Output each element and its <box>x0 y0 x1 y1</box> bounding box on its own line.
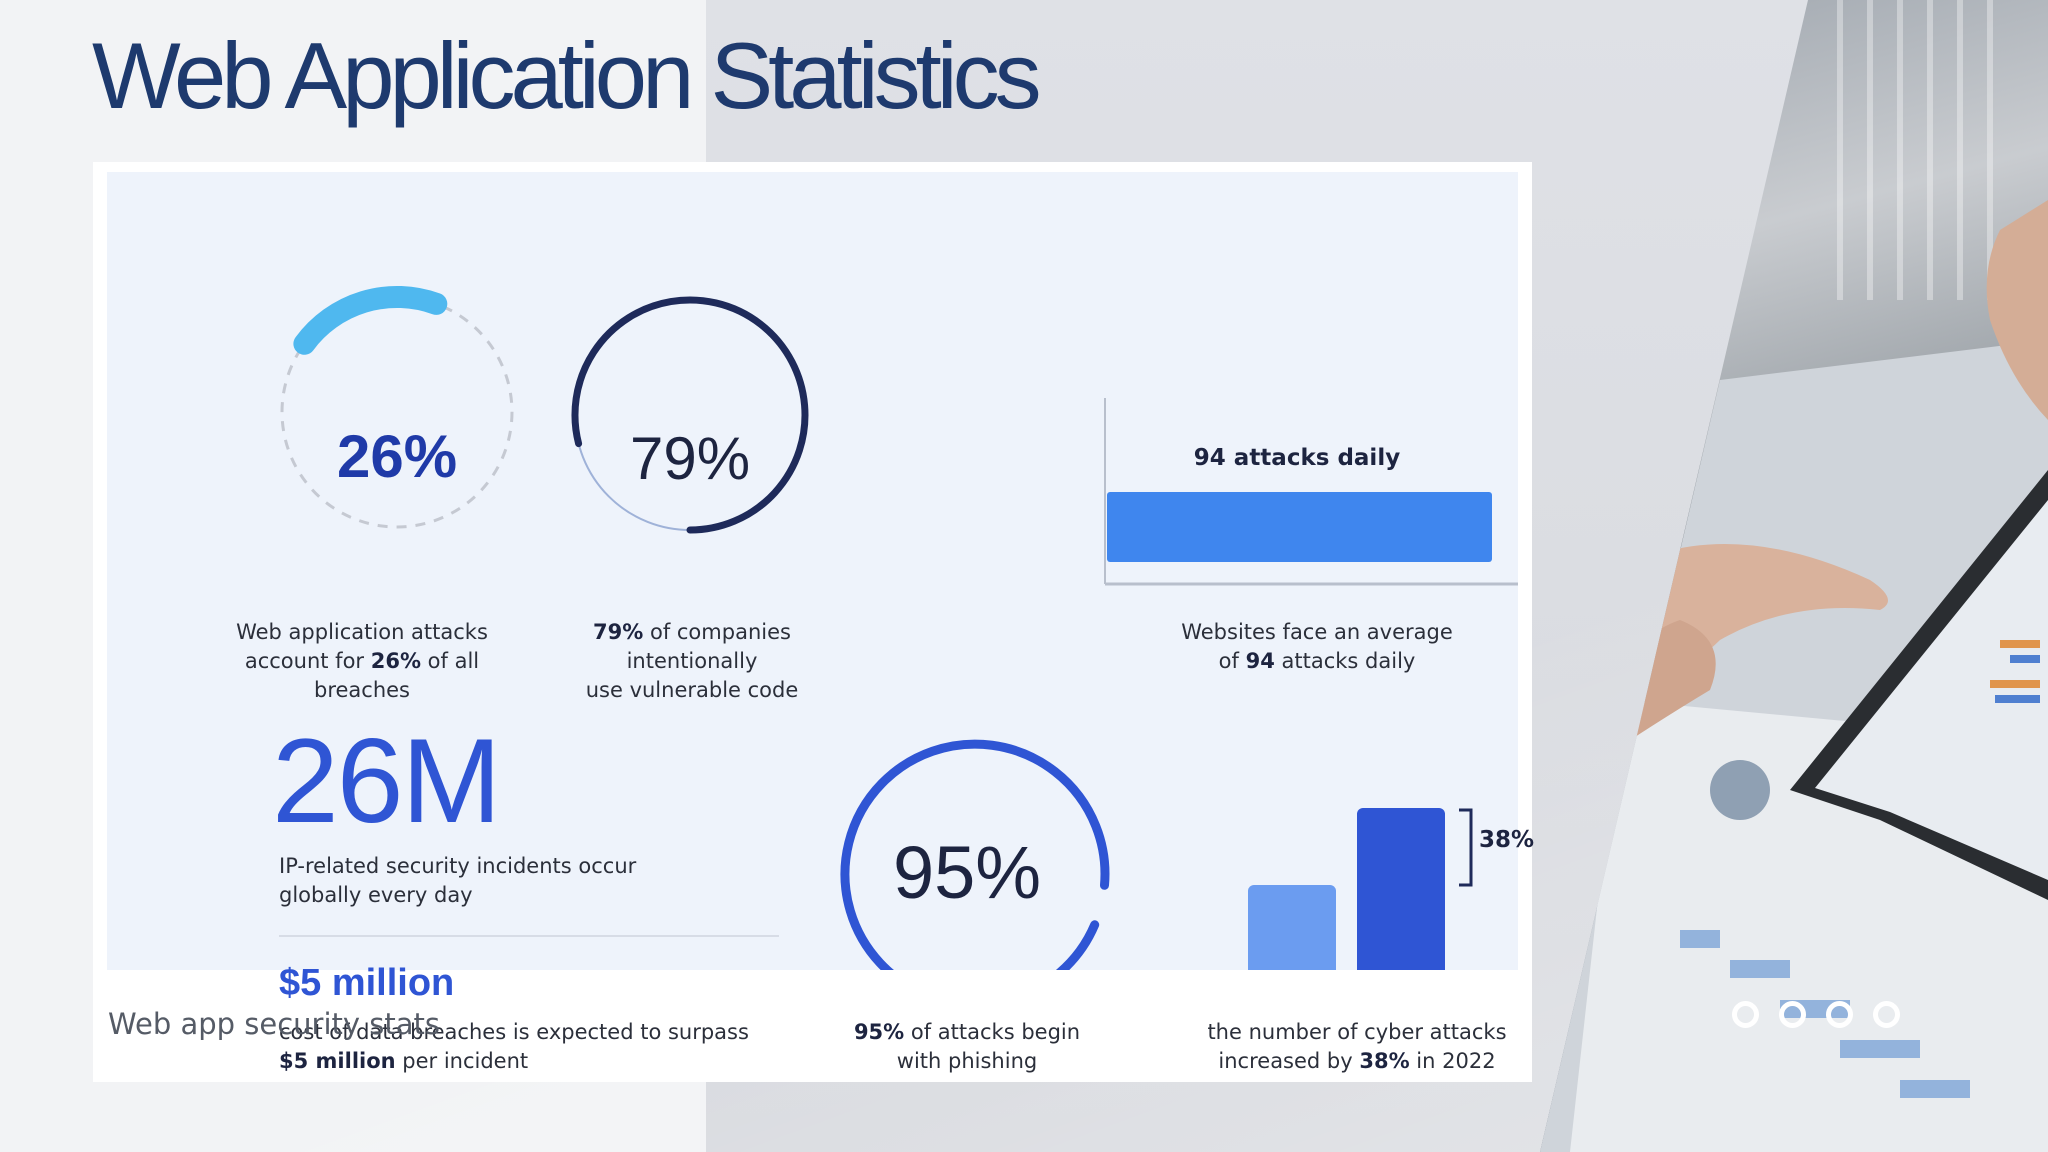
stat-26-percent-caption: Web application attacks account for 26% … <box>236 620 488 702</box>
image-card: 26% Web application attacks account for … <box>93 162 1534 1082</box>
carousel-dot-2[interactable] <box>1779 1001 1806 1028</box>
ring-95-percent <box>840 739 1110 970</box>
increase-label: 38% <box>1479 827 1535 853</box>
slide-title: Web Application Statistics <box>92 23 1042 128</box>
daily-attacks-caption: Websites face an average of 94 attacks d… <box>1181 620 1453 673</box>
stat-26m-caption: IP-related security incidents occur glob… <box>279 854 637 907</box>
cyber-attacks-caption: the number of cyber attacks increased by… <box>1207 1020 1507 1073</box>
image-caption: Web app security stats <box>108 1007 440 1041</box>
ring-79-percent <box>571 296 809 534</box>
stat-5-million-caption: cost of data breaches is expected to sur… <box>279 1020 749 1073</box>
ring-26-percent <box>280 286 514 529</box>
security-infographic: 26% Web application attacks account for … <box>107 172 1534 1073</box>
stat-95-percent-value: 95% <box>892 831 1042 914</box>
daily-attacks-bar-label: 94 attacks daily <box>1193 445 1401 471</box>
stat-26-percent-value: 26% <box>336 423 458 490</box>
stat-79-percent-caption: 79% of companies intentionally use vulne… <box>585 620 799 702</box>
daily-attacks-bar <box>1104 398 1518 586</box>
stat-95-percent-caption: 95% of attacks begin with phishing <box>853 1020 1081 1073</box>
carousel-dot-1[interactable] <box>1732 1001 1759 1028</box>
stat-5-million-value: $5 million <box>279 962 455 1004</box>
carousel-dot-4[interactable] <box>1873 1001 1900 1028</box>
carousel-dots <box>1732 1001 1900 1028</box>
carousel-dot-3[interactable] <box>1826 1001 1853 1028</box>
stat-79-percent-value: 79% <box>629 425 751 492</box>
stat-26m-value: 26M <box>272 714 501 848</box>
growth-bars <box>1248 808 1473 970</box>
